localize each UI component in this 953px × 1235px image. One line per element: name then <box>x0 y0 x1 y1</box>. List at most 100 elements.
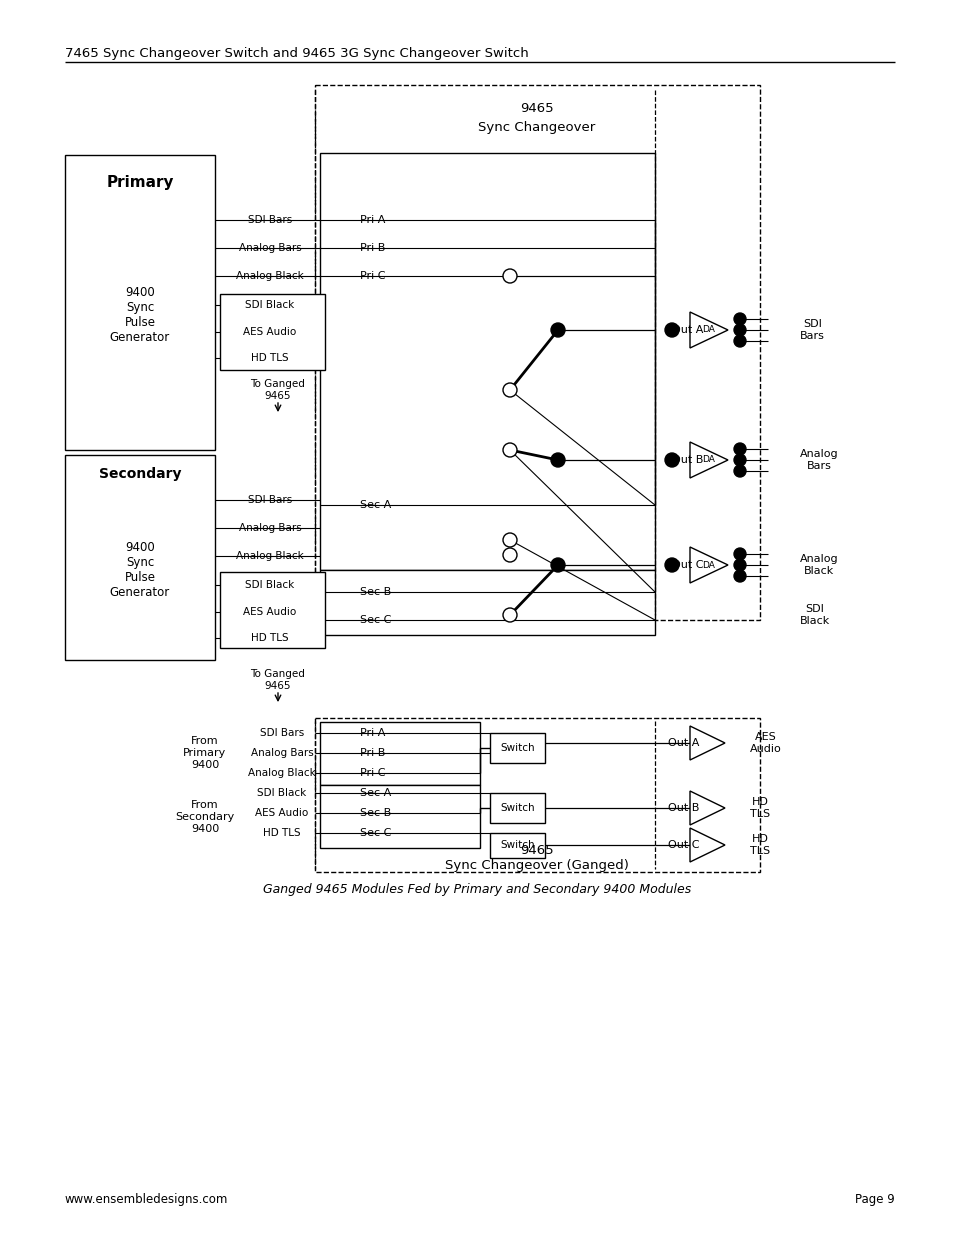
Text: Sec C: Sec C <box>359 827 391 839</box>
Bar <box>314 85 760 620</box>
Text: SDI Bars: SDI Bars <box>248 215 292 225</box>
Bar <box>220 572 325 648</box>
Text: Secondary: Secondary <box>99 467 181 480</box>
Text: HD
TLS: HD TLS <box>749 798 769 819</box>
Text: Sec B: Sec B <box>359 587 391 597</box>
Text: Analog Black: Analog Black <box>248 768 315 778</box>
Polygon shape <box>689 827 724 862</box>
Text: Analog
Bars: Analog Bars <box>800 450 838 471</box>
Text: www.ensembledesigns.com: www.ensembledesigns.com <box>65 1193 228 1207</box>
Bar <box>319 153 655 571</box>
Polygon shape <box>689 726 724 760</box>
Circle shape <box>502 534 517 547</box>
Bar <box>319 571 655 635</box>
Text: Analog Bars: Analog Bars <box>251 748 313 758</box>
Text: Out C: Out C <box>671 559 702 571</box>
Text: AES
Audio: AES Audio <box>749 732 781 753</box>
Text: Sync Changeover: Sync Changeover <box>477 121 595 135</box>
Text: 9400
Sync
Pulse
Generator: 9400 Sync Pulse Generator <box>110 287 170 345</box>
Text: Sync Changeover (Ganged): Sync Changeover (Ganged) <box>445 858 628 872</box>
Circle shape <box>733 324 745 336</box>
Text: Out A: Out A <box>667 739 699 748</box>
Text: Sec B: Sec B <box>359 808 391 818</box>
Text: Out B: Out B <box>667 803 699 813</box>
Text: SDI Black: SDI Black <box>245 580 294 590</box>
Text: Pri A: Pri A <box>359 727 385 739</box>
Text: To Ganged
9465: To Ganged 9465 <box>251 669 305 690</box>
Text: SDI Bars: SDI Bars <box>248 495 292 505</box>
Circle shape <box>733 548 745 559</box>
Circle shape <box>664 558 679 572</box>
Bar <box>220 294 325 370</box>
Bar <box>490 793 544 823</box>
Bar <box>490 734 544 763</box>
Text: Out C: Out C <box>667 840 699 850</box>
Text: AES Audio: AES Audio <box>243 327 296 337</box>
Text: DA: DA <box>701 326 715 335</box>
Circle shape <box>733 312 745 325</box>
Polygon shape <box>689 312 727 348</box>
Circle shape <box>502 383 517 396</box>
Circle shape <box>733 454 745 466</box>
Bar <box>319 722 479 785</box>
Text: Sec A: Sec A <box>359 788 391 798</box>
Bar <box>319 785 479 848</box>
Text: From
Secondary
9400: From Secondary 9400 <box>175 800 234 834</box>
Circle shape <box>733 443 745 454</box>
Text: Pri B: Pri B <box>359 243 385 253</box>
Polygon shape <box>689 442 727 478</box>
Text: AES Audio: AES Audio <box>243 606 296 618</box>
Text: Pri B: Pri B <box>359 748 385 758</box>
Text: Primary: Primary <box>106 174 173 189</box>
Text: Switch: Switch <box>499 743 535 753</box>
Bar <box>314 718 760 872</box>
Text: Ganged 9465 Modules Fed by Primary and Secondary 9400 Modules: Ganged 9465 Modules Fed by Primary and S… <box>263 883 690 897</box>
Text: From
Primary
9400: From Primary 9400 <box>183 736 227 769</box>
Text: Sec C: Sec C <box>359 615 391 625</box>
Text: HD TLS: HD TLS <box>251 634 289 643</box>
Circle shape <box>733 466 745 477</box>
Text: DA: DA <box>701 561 715 569</box>
Circle shape <box>551 558 564 572</box>
Text: Pri C: Pri C <box>359 768 385 778</box>
Text: SDI
Bars: SDI Bars <box>800 319 824 341</box>
Bar <box>65 156 214 450</box>
Text: Pri C: Pri C <box>359 270 385 282</box>
Circle shape <box>502 269 517 283</box>
Text: Analog Black: Analog Black <box>236 551 304 561</box>
Text: HD TLS: HD TLS <box>263 827 300 839</box>
Text: 7465 Sync Changeover Switch and 9465 3G Sync Changeover Switch: 7465 Sync Changeover Switch and 9465 3G … <box>65 47 528 59</box>
Text: Analog
Black: Analog Black <box>800 555 838 576</box>
Text: To Ganged
9465: To Ganged 9465 <box>251 379 305 401</box>
Circle shape <box>664 453 679 467</box>
Circle shape <box>551 453 564 467</box>
Polygon shape <box>689 790 724 825</box>
Text: 9465: 9465 <box>519 101 554 115</box>
Text: Pri A: Pri A <box>359 215 385 225</box>
Text: 9465: 9465 <box>519 845 554 857</box>
Text: HD TLS: HD TLS <box>251 353 289 363</box>
Text: Switch: Switch <box>499 841 535 851</box>
Polygon shape <box>689 547 727 583</box>
Text: Analog Bars: Analog Bars <box>238 243 301 253</box>
Text: DA: DA <box>701 456 715 464</box>
Text: AES Audio: AES Audio <box>255 808 309 818</box>
Text: Out B: Out B <box>671 454 702 466</box>
Text: HD
TLS: HD TLS <box>749 834 769 856</box>
Text: Out A: Out A <box>671 325 702 335</box>
Circle shape <box>551 324 564 337</box>
Text: SDI Black: SDI Black <box>257 788 306 798</box>
Text: Switch: Switch <box>499 803 535 813</box>
Text: Analog Bars: Analog Bars <box>238 522 301 534</box>
Circle shape <box>733 335 745 347</box>
Bar <box>65 454 214 659</box>
Text: Page 9: Page 9 <box>854 1193 894 1207</box>
Text: Analog Black: Analog Black <box>236 270 304 282</box>
Text: Sec A: Sec A <box>359 500 391 510</box>
Text: SDI Bars: SDI Bars <box>259 727 304 739</box>
Circle shape <box>502 443 517 457</box>
Circle shape <box>664 324 679 337</box>
Text: 9400
Sync
Pulse
Generator: 9400 Sync Pulse Generator <box>110 541 170 599</box>
Text: SDI
Black: SDI Black <box>800 604 829 626</box>
Circle shape <box>502 548 517 562</box>
